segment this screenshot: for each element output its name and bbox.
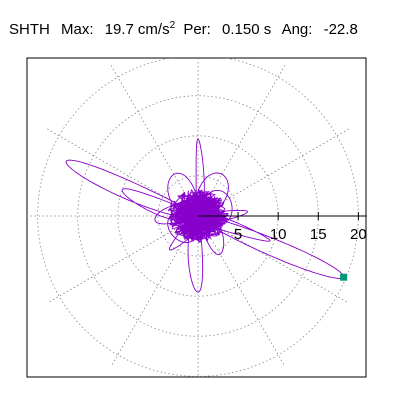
max-unit-exponent: 2 bbox=[169, 20, 176, 31]
orbit-trace bbox=[65, 138, 345, 293]
radial-tick-label: 5 bbox=[234, 226, 242, 243]
max-label: Max: bbox=[61, 21, 94, 38]
peak-marker-group bbox=[340, 273, 348, 281]
plot-frame bbox=[26, 57, 367, 378]
max-value-group: 19.7 cm/s2 bbox=[104, 20, 176, 38]
max-unit: cm/s bbox=[137, 21, 170, 38]
ang-value: -22.8 bbox=[323, 21, 358, 38]
radial-tick-label: 20 bbox=[350, 226, 367, 243]
orbit-path bbox=[65, 138, 345, 293]
radial-tick-label: 15 bbox=[310, 226, 327, 243]
max-value: 19.7 bbox=[104, 21, 134, 38]
per-value: 0.150 s bbox=[222, 21, 272, 38]
per-label: Per: bbox=[183, 21, 211, 38]
radial-tick-label: 10 bbox=[270, 226, 287, 243]
radial-axis: 5 10 15 20 bbox=[198, 212, 367, 243]
peak-marker bbox=[340, 273, 348, 281]
ang-label: Ang: bbox=[281, 21, 313, 38]
chart-header: SHTH Max: 19.7 cm/s2 Per: 0.150 s Ang: -2… bbox=[9, 20, 365, 38]
channel-name: SHTH bbox=[9, 21, 50, 38]
